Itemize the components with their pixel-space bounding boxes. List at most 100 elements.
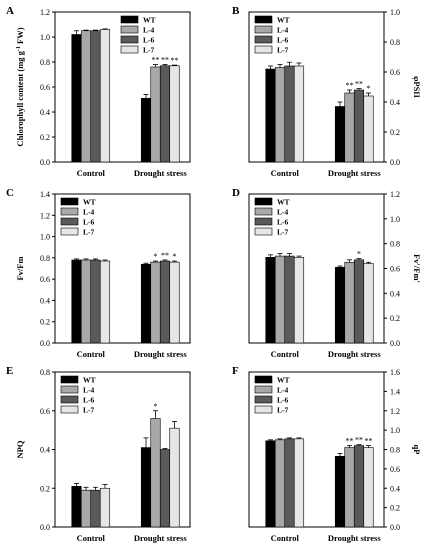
x-category-label: Drought stress — [134, 168, 188, 178]
legend-swatch — [120, 45, 139, 54]
bar-l-4 — [344, 92, 355, 163]
bar-l-4 — [344, 261, 355, 344]
bar-l-7 — [169, 427, 180, 528]
legend-label: L-6 — [83, 218, 95, 227]
x-category-label: Drought stress — [328, 349, 382, 359]
bar-wt — [265, 257, 276, 344]
bar-l-7 — [293, 438, 305, 528]
y-tick-label: 0.4 — [40, 446, 50, 455]
legend-label: L-7 — [83, 228, 95, 237]
legend-swatch — [254, 197, 273, 206]
panel-letter: A — [6, 5, 14, 17]
y-tick-label: 0.8 — [40, 58, 50, 67]
y-tick-label: 0.2 — [390, 314, 400, 323]
y-tick-label: 0.4 — [40, 108, 50, 117]
legend-swatch — [120, 25, 139, 34]
bar-l-7 — [99, 487, 111, 528]
y-axis-label-part: Fv'/Fm' — [412, 254, 422, 283]
y-tick-label: 0.6 — [40, 407, 50, 416]
bar-l-4 — [274, 67, 286, 163]
bar-l-4 — [274, 439, 286, 528]
legend-swatch — [254, 405, 273, 414]
y-tick-label: 0.2 — [390, 504, 400, 513]
legend-label: L-4 — [277, 208, 289, 217]
y-tick-label: 0.0 — [390, 158, 400, 167]
bar-wt — [334, 455, 346, 528]
legend-label: WT — [143, 16, 156, 25]
y-tick-label: 0.6 — [40, 83, 50, 92]
significance-marker: ** — [152, 56, 160, 65]
legend-swatch — [60, 227, 79, 236]
x-category-label: Control — [271, 349, 300, 359]
y-tick-label: 1.2 — [40, 211, 50, 220]
bar-l-6 — [159, 65, 171, 163]
y-tick-label: 0.6 — [40, 275, 50, 284]
legend-label: L-6 — [277, 218, 289, 227]
y-tick-label: 1.0 — [40, 233, 50, 242]
bar-l-6 — [284, 65, 295, 163]
legend-swatch — [254, 45, 273, 54]
significance-marker: ** — [355, 436, 363, 445]
significance-marker: ** — [346, 437, 354, 446]
legend-label: L-6 — [277, 36, 289, 45]
bar-l-7 — [169, 261, 180, 344]
legend-swatch — [60, 197, 79, 206]
y-tick-label: 0.4 — [390, 484, 400, 493]
y-axis-label-part: NPQ — [15, 440, 25, 458]
legend-label: WT — [277, 198, 290, 207]
significance-marker: * — [173, 252, 177, 261]
legend-label: WT — [83, 376, 96, 385]
legend-swatch — [254, 35, 273, 44]
bar-l-7 — [293, 257, 305, 344]
x-category-label: Drought stress — [328, 168, 382, 178]
y-tick-label: 0.0 — [390, 523, 400, 532]
bar-l-4 — [150, 66, 161, 163]
legend-label: L-4 — [83, 208, 95, 217]
legend-swatch — [254, 15, 273, 24]
legend-label: L-4 — [143, 26, 155, 35]
bar-wt — [71, 34, 82, 163]
y-tick-label: 0.8 — [40, 254, 50, 263]
x-category-label: Control — [77, 349, 106, 359]
significance-marker: * — [367, 84, 371, 93]
y-axis-label: φPSII — [412, 76, 422, 99]
panel-E: E 0.0 0.2 0.4 0.6 0.8 NPQ Control Drought stress… — [6, 365, 191, 543]
bar-l-6 — [284, 255, 295, 344]
y-axis-label-part: Fv/Fm — [15, 256, 25, 280]
panel-letter: F — [232, 365, 239, 377]
legend-swatch — [60, 217, 79, 226]
y-tick-label: 0.2 — [40, 484, 50, 493]
bar-l-6 — [90, 489, 101, 528]
bar-l-4 — [344, 447, 355, 528]
y-tick-label: 0.8 — [390, 446, 400, 455]
significance-marker: ** — [161, 56, 169, 65]
bar-l-4 — [80, 30, 92, 163]
y-tick-label: 0.2 — [390, 128, 400, 137]
bar-l-6 — [353, 259, 365, 344]
y-tick-label: 0.6 — [390, 265, 400, 274]
y-axis-label-part: FW) — [15, 27, 25, 46]
y-tick-label: 1.0 — [390, 426, 400, 435]
x-category-label: Drought stress — [134, 349, 188, 359]
bar-wt — [265, 68, 276, 163]
y-tick-label: 1.6 — [390, 368, 400, 377]
bar-l-6 — [159, 260, 171, 344]
legend-swatch — [60, 405, 79, 414]
bar-l-7 — [99, 29, 111, 163]
y-tick-label: 1.0 — [390, 215, 400, 224]
bar-l-6 — [353, 445, 365, 528]
legend-swatch — [254, 385, 273, 394]
legend-swatch — [254, 25, 273, 34]
x-category-label: Control — [77, 168, 106, 178]
y-tick-label: 0.8 — [390, 38, 400, 47]
y-axis-label: Fv/Fm — [15, 256, 25, 280]
y-tick-label: 0.8 — [390, 240, 400, 249]
y-tick-label: 1.2 — [390, 407, 400, 416]
legend-swatch — [60, 375, 79, 384]
legend-label: WT — [277, 16, 290, 25]
panel-letter: D — [232, 187, 240, 199]
legend-label: L-6 — [143, 36, 155, 45]
y-axis-label: Chlorophyll content (mg g-1 FW) — [15, 27, 25, 146]
legend-label: L-7 — [143, 46, 155, 55]
significance-marker: ** — [161, 251, 169, 260]
